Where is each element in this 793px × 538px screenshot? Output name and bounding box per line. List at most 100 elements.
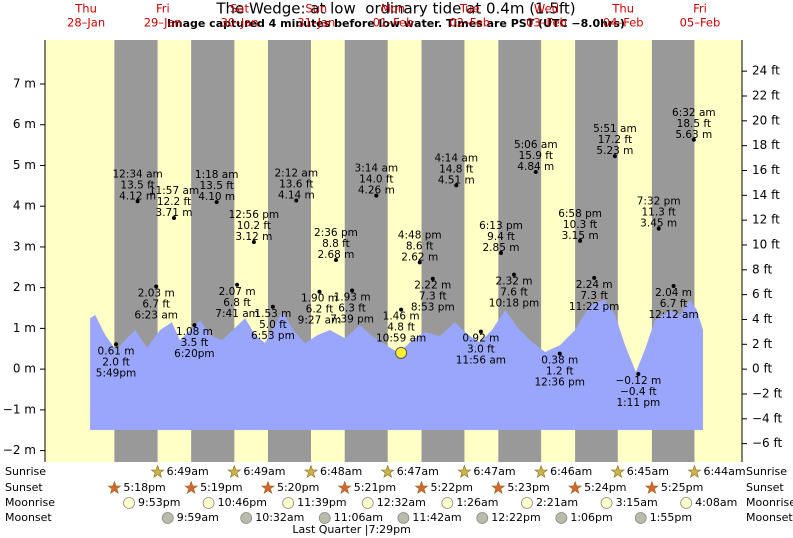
extreme-label: 13.5 ft — [120, 179, 154, 191]
row-label: Sunrise — [5, 465, 46, 478]
moonrise-time: 1:26am — [456, 496, 498, 509]
moonrise-icon — [202, 497, 215, 509]
sunset-time: 5:20pm — [277, 481, 319, 494]
extreme-label: 13.5 ft — [200, 180, 234, 192]
y2-tick-label: 22 ft — [752, 88, 780, 102]
moonset-time: 1:06pm — [570, 511, 612, 524]
extreme-dot — [235, 282, 240, 287]
extreme-dot — [214, 200, 219, 205]
y2-tick-label: 10 ft — [752, 237, 780, 251]
extreme-label: −0.12 m — [615, 375, 661, 387]
extreme-label: 1.93 m — [334, 292, 371, 304]
moon-phase: Last Quarter |7:29pm — [292, 523, 411, 536]
extreme-label: 5.23 m — [596, 145, 633, 157]
extreme-label: 4.10 m — [198, 191, 235, 203]
day-date: 30–Jan — [220, 16, 258, 30]
extreme-dot — [192, 323, 197, 328]
extreme-label: 5.63 m — [675, 129, 712, 141]
extreme-label: 4.12 m — [119, 190, 156, 202]
extreme-label: 12:12 am — [648, 309, 698, 321]
extreme-dot — [399, 307, 404, 312]
day-weekday: Mon — [381, 2, 405, 16]
y2-tick-label: 12 ft — [752, 213, 780, 227]
extreme-label: 2.62 m — [401, 251, 438, 263]
moonset-icon — [555, 512, 568, 524]
sunrise-time: 6:45am — [627, 465, 669, 478]
sunrise-time: 6:44am — [703, 465, 745, 478]
extreme-dot — [333, 257, 338, 262]
row-label: Moonset — [746, 511, 793, 524]
day-date: 31–Jan — [297, 16, 335, 30]
extreme-label: 18.5 ft — [677, 118, 711, 130]
extreme-label: 4.26 m — [358, 185, 395, 197]
y2-tick-label: −4 ft — [752, 411, 783, 425]
day-date: 01–Feb — [373, 16, 414, 30]
moonset-time: 10:32am — [255, 511, 304, 524]
sunset-time: 5:24pm — [584, 481, 626, 494]
moonrise-icon — [521, 497, 533, 509]
extreme-label: 11:56 am — [456, 355, 506, 367]
y2-tick-label: 4 ft — [752, 312, 772, 326]
sunset-icon — [491, 480, 506, 495]
day-weekday: Thu — [611, 2, 634, 16]
extreme-label: 1.2 ft — [546, 366, 574, 378]
extreme-label: 3.15 m — [562, 230, 599, 242]
moonrise-time: 11:39pm — [297, 496, 346, 509]
y2-tick-label: −6 ft — [752, 436, 783, 450]
moonset-time: 12:22pm — [491, 511, 540, 524]
extreme-label: 4.84 m — [517, 161, 554, 173]
extreme-dot — [592, 275, 597, 280]
moonrise-icon — [123, 497, 135, 509]
sunset-time: 5:22pm — [431, 481, 473, 494]
moonrise-icon — [441, 497, 454, 509]
extreme-label: 14.8 ft — [439, 163, 473, 175]
extreme-dot — [454, 183, 459, 188]
y2-tick-label: 6 ft — [752, 287, 772, 301]
day-weekday: Thu — [74, 2, 97, 16]
sunset-icon — [260, 480, 275, 495]
moonrise-time: 10:46pm — [218, 496, 267, 509]
moonrise-time: 3:15am — [616, 496, 658, 509]
sunrise-icon — [150, 464, 165, 479]
extreme-label: 15.9 ft — [519, 150, 553, 162]
extreme-label: 11:57 am — [149, 185, 199, 197]
extreme-dot — [636, 372, 641, 377]
extreme-label: 8.6 ft — [406, 240, 434, 252]
extreme-label: 13.6 ft — [279, 178, 313, 190]
extreme-label: 4:48 pm — [398, 229, 442, 241]
extreme-label: 7:39 pm — [330, 314, 374, 326]
extreme-label: 5:49pm — [96, 367, 136, 379]
sunset-icon — [568, 480, 583, 495]
extreme-label: 2.0 ft — [102, 356, 130, 368]
extreme-label: 1:11 pm — [616, 397, 660, 409]
extreme-label: 5:51 am — [593, 123, 637, 135]
extreme-dot — [135, 199, 140, 204]
extreme-label: 1.08 m — [176, 326, 213, 338]
y2-tick-label: 8 ft — [752, 262, 772, 276]
extreme-label: 2.03 m — [138, 287, 175, 299]
extreme-dot — [430, 276, 435, 281]
sunrise-time: 6:49am — [243, 465, 285, 478]
day-date: 04–Feb — [603, 16, 644, 30]
moonset-time: 11:06am — [334, 511, 383, 524]
day-date: 02–Feb — [449, 16, 490, 30]
extreme-label: 3.45 m — [640, 218, 677, 230]
extreme-label: 3.12 m — [235, 231, 272, 243]
extreme-label: 6:13 pm — [479, 220, 523, 232]
sunrise-time: 6:47am — [397, 465, 439, 478]
y2-tick-label: 16 ft — [752, 163, 780, 177]
extreme-label: 3.5 ft — [181, 337, 209, 349]
extreme-dot — [417, 260, 422, 265]
moonset-icon — [318, 512, 331, 524]
row-label: Sunset — [5, 481, 43, 494]
extreme-label: 6.7 ft — [660, 298, 688, 310]
extreme-label: 2.32 m — [496, 276, 533, 288]
extreme-label: 11.3 ft — [641, 207, 675, 219]
moonrise-icon — [680, 497, 693, 509]
moonrise-time: 12:32am — [377, 496, 426, 509]
sunrise-icon — [687, 464, 702, 479]
extreme-label: 8.8 ft — [322, 238, 350, 250]
moonset-icon — [161, 512, 174, 524]
extreme-label: 12:56 pm — [229, 209, 280, 221]
